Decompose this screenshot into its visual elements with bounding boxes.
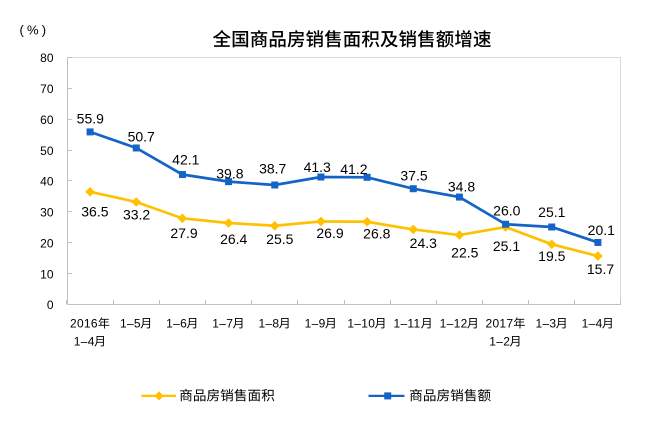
svg-text:37.5: 37.5 — [400, 168, 427, 184]
svg-text:1–10: 1–10 — [347, 317, 375, 331]
svg-text:80: 80 — [40, 51, 54, 65]
svg-text:70: 70 — [40, 82, 54, 96]
svg-text:(%): (%) — [20, 23, 50, 38]
svg-text:1–9: 1–9 — [305, 317, 326, 331]
svg-text:10: 10 — [40, 267, 54, 281]
svg-text:26.8: 26.8 — [363, 226, 390, 242]
svg-text:33.2: 33.2 — [123, 207, 150, 223]
svg-text:1–8: 1–8 — [258, 317, 279, 331]
svg-text:1–3: 1–3 — [535, 317, 556, 331]
svg-text:24.3: 24.3 — [410, 235, 437, 251]
svg-text:25.1: 25.1 — [538, 204, 565, 220]
svg-text:26.0: 26.0 — [493, 203, 520, 219]
svg-text:40: 40 — [40, 175, 54, 189]
svg-text:36.5: 36.5 — [81, 204, 108, 220]
svg-text:19.5: 19.5 — [538, 248, 565, 264]
svg-text:26.9: 26.9 — [316, 225, 343, 241]
svg-text:2016: 2016 — [70, 317, 98, 331]
svg-text:30: 30 — [40, 206, 54, 220]
svg-text:25.1: 25.1 — [493, 238, 520, 254]
svg-text:60: 60 — [40, 113, 54, 127]
svg-text:1–5: 1–5 — [120, 317, 141, 331]
svg-text:1–12: 1–12 — [440, 317, 468, 331]
svg-text:2017: 2017 — [485, 317, 513, 331]
svg-text:0: 0 — [47, 298, 54, 312]
svg-text:55.9: 55.9 — [77, 111, 104, 127]
svg-text:1–2: 1–2 — [489, 335, 510, 349]
svg-text:1–4: 1–4 — [74, 335, 95, 349]
svg-text:1–4: 1–4 — [582, 317, 603, 331]
svg-text:26.4: 26.4 — [220, 231, 247, 247]
svg-text:25.5: 25.5 — [266, 231, 293, 247]
svg-text:20: 20 — [40, 236, 54, 250]
svg-text:15.7: 15.7 — [587, 261, 614, 277]
svg-text:20.1: 20.1 — [588, 222, 615, 238]
svg-text:1–7: 1–7 — [212, 317, 233, 331]
svg-text:41.3: 41.3 — [304, 159, 331, 175]
svg-text:50.7: 50.7 — [128, 129, 155, 145]
svg-text:1–6: 1–6 — [166, 317, 187, 331]
svg-text:27.9: 27.9 — [170, 225, 197, 241]
svg-text:41.2: 41.2 — [340, 161, 367, 177]
svg-text:39.8: 39.8 — [216, 166, 243, 182]
svg-text:22.5: 22.5 — [451, 245, 478, 261]
svg-text:50: 50 — [40, 144, 54, 158]
svg-text:38.7: 38.7 — [259, 161, 286, 177]
svg-text:34.8: 34.8 — [448, 179, 475, 195]
svg-text:42.1: 42.1 — [172, 152, 199, 168]
svg-text:1–11: 1–11 — [393, 317, 420, 331]
